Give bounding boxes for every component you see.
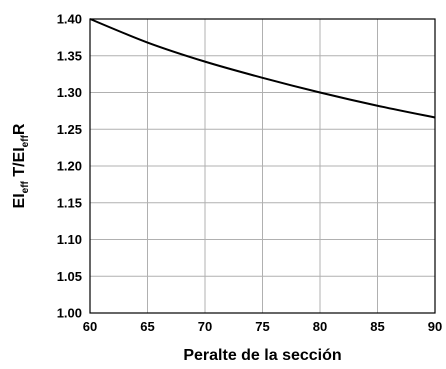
y-tick-label: 1.10 [57, 232, 82, 247]
y-label-subscript: eff [20, 180, 31, 193]
x-tick-label: 60 [83, 319, 97, 334]
y-axis-label: EIeff T/EIeffR [11, 123, 31, 208]
x-tick-label: 75 [255, 319, 269, 334]
y-tick-label: 1.00 [57, 306, 82, 321]
y-label-text: R [11, 123, 28, 135]
y-tick-label: 1.35 [57, 48, 82, 63]
y-tick-labels: 1.00 1.05 1.10 1.15 1.20 1.25 1.30 1.35 1.40 [57, 12, 82, 321]
plot-frame [89, 18, 436, 314]
y-tick-label: 1.30 [57, 85, 82, 100]
y-tick-label: 1.05 [57, 269, 82, 284]
y-tick-label: 1.25 [57, 122, 82, 137]
series-line [89, 18, 436, 119]
x-tick-label: 85 [370, 319, 384, 334]
y-tick-label: 1.40 [57, 12, 82, 27]
y-label-text: EI [11, 193, 28, 208]
x-tick-label: 90 [428, 319, 442, 334]
x-tick-label: 65 [140, 319, 154, 334]
x-axis-label: Peralte de la sección [183, 347, 341, 364]
y-label-text: T/EI [11, 147, 28, 181]
y-tick-label: 1.20 [57, 159, 82, 174]
y-tick-label: 1.15 [57, 195, 82, 210]
grid-lines [89, 18, 436, 314]
x-tick-label: 70 [198, 319, 212, 334]
x-tick-label: 80 [313, 319, 327, 334]
y-label-subscript: eff [20, 134, 31, 147]
x-tick-labels: 60 65 70 75 80 85 90 [83, 319, 442, 334]
